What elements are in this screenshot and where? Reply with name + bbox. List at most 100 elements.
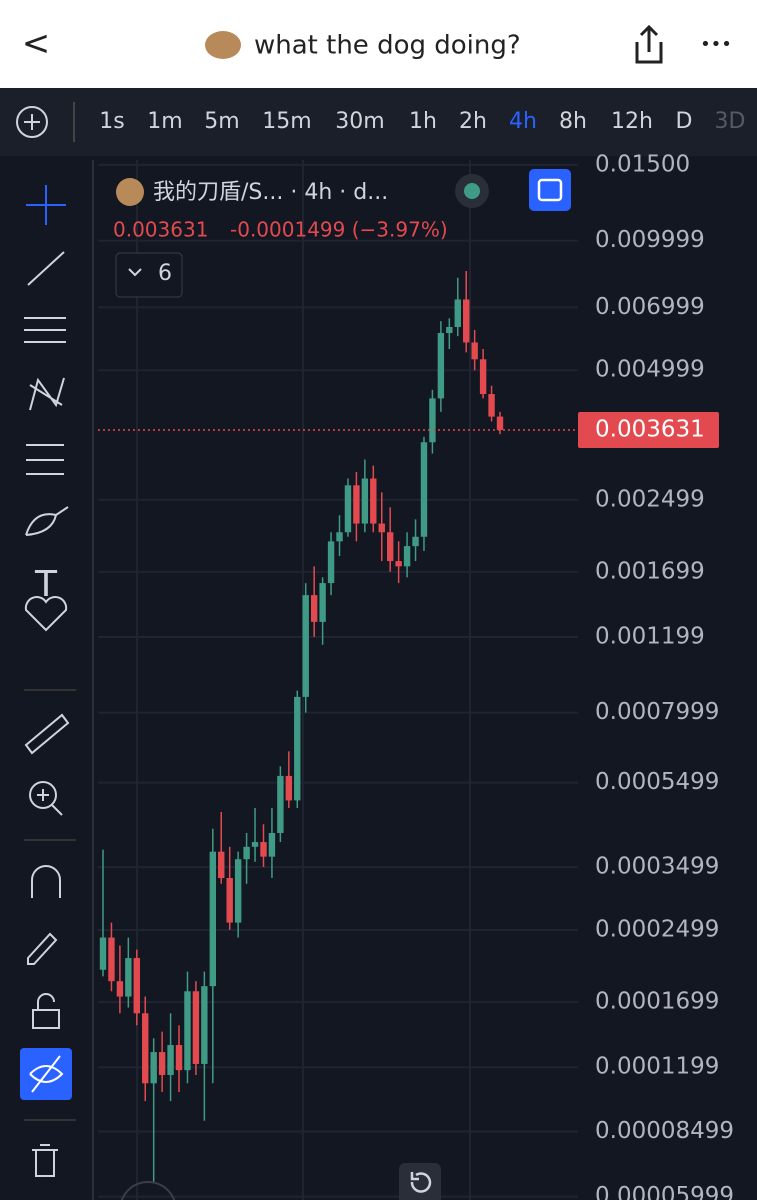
- candle-body: [234, 859, 242, 923]
- candle-body: [268, 832, 276, 857]
- y-tick-label: 0.0001699: [595, 989, 719, 1015]
- scroll-button[interactable]: [120, 1181, 176, 1200]
- pattern-tool[interactable]: [29, 377, 65, 411]
- candle-body: [420, 442, 428, 537]
- title: what the dog doing?: [254, 31, 521, 61]
- y-tick-label: 0.004999: [595, 357, 705, 383]
- candle-body: [167, 1045, 174, 1075]
- candle-body: [488, 394, 495, 417]
- candle-body: [108, 937, 115, 982]
- share-button[interactable]: [635, 24, 663, 64]
- candle-body: [302, 595, 309, 697]
- candle-body: [429, 398, 436, 443]
- y-tick-label: 0.0003499: [595, 854, 719, 880]
- timeframe[interactable]: 12h: [611, 109, 653, 134]
- projection-tool[interactable]: [26, 444, 64, 475]
- fullscreen-button[interactable]: [529, 169, 571, 211]
- candle-body: [395, 561, 402, 567]
- magnet-tool[interactable]: [31, 865, 61, 898]
- candle-body: [378, 523, 385, 533]
- timeframe[interactable]: D: [676, 109, 693, 134]
- candle-body: [463, 299, 470, 343]
- favorite-tool[interactable]: [24, 596, 68, 632]
- timeframe[interactable]: 1m: [147, 109, 182, 134]
- legend-change: -0.0001499 (−3.97%): [230, 218, 448, 242]
- fib-tool[interactable]: [24, 317, 66, 343]
- last-price-tag: [578, 411, 719, 448]
- indicator-count: 6: [158, 261, 172, 286]
- y-tick-label: 0.002499: [595, 486, 705, 512]
- timeframe[interactable]: 2h: [459, 109, 487, 134]
- crosshair-tool[interactable]: [26, 185, 66, 225]
- y-tick-label: 0.001699: [595, 558, 705, 584]
- candle-body: [260, 842, 267, 857]
- line-tool[interactable]: [27, 251, 65, 286]
- candle-body: [471, 342, 478, 360]
- candle-body: [327, 541, 335, 584]
- back-button[interactable]: <: [22, 24, 51, 64]
- y-tick-label: 0.001199: [595, 623, 705, 649]
- timeframe[interactable]: 5m: [204, 109, 239, 134]
- candle-body: [353, 485, 360, 524]
- candle-body: [192, 991, 200, 1064]
- candle-body: [310, 595, 318, 622]
- y-tick-label: 0.00005999: [595, 1183, 734, 1200]
- candle-body: [479, 359, 487, 395]
- y-tick-label: 0.00008499: [595, 1118, 734, 1144]
- ruler-tool[interactable]: [24, 713, 70, 755]
- lock-draw-tool[interactable]: [27, 932, 58, 965]
- candle-body: [370, 478, 377, 524]
- add-icon: [24, 114, 40, 130]
- candle-body: [99, 937, 107, 970]
- timeframe[interactable]: 1s: [99, 109, 124, 134]
- candle-body: [403, 546, 411, 567]
- timeframe[interactable]: 4h: [509, 109, 537, 134]
- add-button[interactable]: [16, 106, 48, 138]
- more-button[interactable]: •••: [700, 34, 732, 55]
- candle-body: [243, 846, 250, 860]
- zoom-tool[interactable]: [29, 781, 57, 809]
- candle-body: [184, 991, 191, 1071]
- plot: [98, 163, 578, 1198]
- delete-tool[interactable]: [32, 1144, 58, 1177]
- candle-body: [116, 981, 124, 997]
- reset-button[interactable]: [399, 1163, 441, 1200]
- y-tick-label: 0.006999: [595, 294, 705, 320]
- candle-body: [454, 299, 461, 328]
- timeframe[interactable]: 15m: [262, 109, 311, 134]
- y-tick-label: 0.0001199: [595, 1054, 719, 1080]
- candle-body: [201, 986, 208, 1064]
- y-tick-label: 0.0002499: [595, 916, 719, 942]
- candle-body: [412, 536, 419, 547]
- y-tick-label: 0.0007999: [595, 699, 719, 725]
- candle-body: [150, 1052, 157, 1084]
- timeframe[interactable]: 8h: [559, 109, 587, 134]
- candle-body: [277, 775, 284, 833]
- candle-body: [125, 958, 132, 997]
- candle-body: [158, 1052, 166, 1075]
- candle-body: [496, 416, 504, 430]
- candle-body: [336, 532, 343, 542]
- timeframe[interactable]: 3D: [715, 109, 746, 134]
- candle-body: [344, 485, 352, 533]
- timeframe[interactable]: 30m: [335, 109, 384, 134]
- y-tick-label: 0.009999: [595, 227, 705, 253]
- symbol-avatar: [116, 178, 144, 206]
- candle-body: [251, 842, 259, 847]
- brush-tool[interactable]: [25, 506, 69, 536]
- text-tool[interactable]: T: [34, 564, 58, 605]
- candle-body: [133, 958, 140, 1014]
- tool-icons: [20, 185, 76, 1177]
- candle-body: [386, 532, 394, 562]
- timeframe[interactable]: 1h: [409, 109, 437, 134]
- candle-body: [361, 478, 369, 524]
- lock-tool[interactable]: [32, 1009, 60, 1029]
- legend-price: 0.003631: [113, 218, 208, 242]
- candle-body: [226, 878, 233, 923]
- candle-body: [319, 583, 326, 622]
- candle-body: [446, 327, 453, 334]
- header-bg: [0, 0, 757, 88]
- indicator-toggle[interactable]: [115, 252, 183, 298]
- candle-body: [142, 1013, 149, 1084]
